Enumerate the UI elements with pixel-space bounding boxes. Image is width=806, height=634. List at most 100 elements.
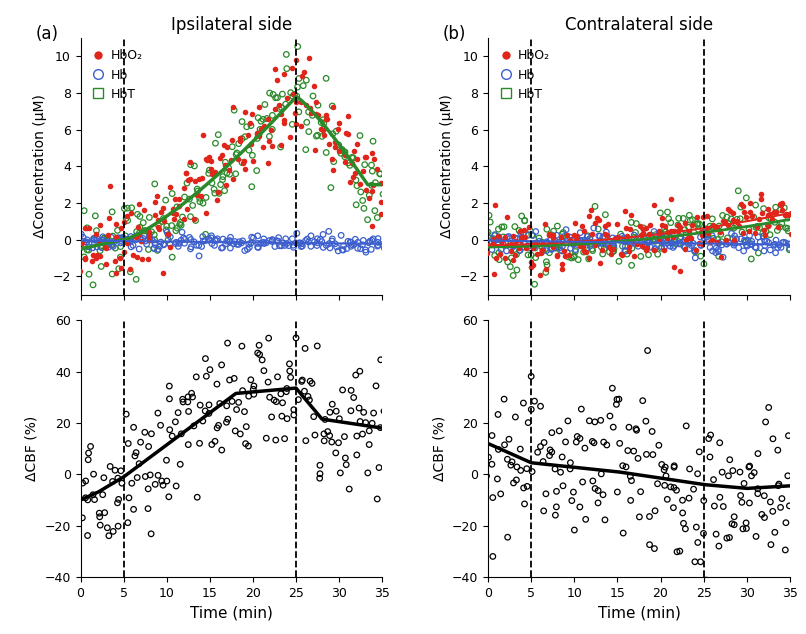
Point xyxy=(256,114,269,124)
Point xyxy=(284,366,297,376)
Point xyxy=(751,448,764,458)
Point xyxy=(668,240,681,250)
Point xyxy=(751,221,764,231)
Point xyxy=(134,233,147,243)
Point xyxy=(371,494,384,504)
Point xyxy=(152,215,164,225)
Point xyxy=(265,236,278,247)
Point xyxy=(752,248,765,258)
Point xyxy=(774,205,787,215)
Point xyxy=(600,238,613,249)
Point xyxy=(693,447,706,457)
Point xyxy=(99,243,112,253)
Point xyxy=(157,268,170,278)
Point xyxy=(174,217,187,228)
Point xyxy=(262,377,275,387)
Point xyxy=(135,254,148,264)
Point xyxy=(251,348,264,358)
Point xyxy=(754,237,767,247)
Point xyxy=(326,399,339,410)
Point xyxy=(162,235,175,245)
Point xyxy=(526,230,538,240)
Point xyxy=(288,108,301,118)
Point xyxy=(363,190,376,200)
Point xyxy=(636,242,649,252)
Point xyxy=(301,391,314,401)
Point xyxy=(344,241,357,251)
Point xyxy=(646,236,659,246)
Point xyxy=(607,244,620,254)
Point xyxy=(652,230,665,240)
Point xyxy=(716,467,729,477)
Point xyxy=(759,230,772,240)
Point xyxy=(507,254,520,264)
Point xyxy=(193,438,206,448)
Point xyxy=(577,240,590,250)
Point xyxy=(709,529,722,540)
Point xyxy=(637,223,650,233)
Point xyxy=(493,249,506,259)
Point xyxy=(711,237,724,247)
Point xyxy=(268,395,280,405)
Point xyxy=(608,243,621,254)
Point xyxy=(215,445,228,455)
Point xyxy=(322,238,335,249)
Point xyxy=(114,466,127,476)
Point xyxy=(105,232,118,242)
Point xyxy=(199,406,212,416)
Point xyxy=(494,489,507,499)
Point xyxy=(340,460,353,470)
Point xyxy=(243,119,256,129)
Point xyxy=(697,228,710,238)
Point xyxy=(598,229,611,239)
Point xyxy=(777,237,790,247)
Point xyxy=(762,403,775,413)
Point xyxy=(306,91,319,101)
Point xyxy=(664,193,677,204)
Point xyxy=(372,233,384,243)
Point xyxy=(244,375,257,385)
Point xyxy=(599,210,612,220)
Point xyxy=(642,238,655,248)
Point xyxy=(521,463,534,474)
Point xyxy=(782,430,795,441)
Point xyxy=(480,228,493,238)
Point xyxy=(160,476,173,486)
Point xyxy=(500,246,513,256)
Point xyxy=(93,238,106,248)
Point xyxy=(256,142,269,152)
Point xyxy=(91,250,104,261)
Point xyxy=(226,141,239,152)
Point xyxy=(102,531,115,541)
Point xyxy=(662,238,675,248)
Point xyxy=(682,235,695,245)
Point xyxy=(513,243,526,253)
Point xyxy=(85,256,98,266)
Y-axis label: ΔCBF (%): ΔCBF (%) xyxy=(432,416,447,481)
Point xyxy=(485,236,498,247)
Point xyxy=(81,235,93,245)
Point xyxy=(712,247,725,257)
Point xyxy=(625,210,638,220)
Point xyxy=(641,243,654,253)
Point xyxy=(330,126,343,136)
Point xyxy=(570,437,583,447)
Point xyxy=(206,238,218,249)
Point xyxy=(359,152,372,162)
Point xyxy=(775,218,788,228)
Point xyxy=(275,139,288,150)
Point xyxy=(148,197,161,207)
Point xyxy=(185,160,197,170)
Point xyxy=(727,238,740,249)
Point xyxy=(781,470,794,481)
Point xyxy=(152,470,164,481)
Point xyxy=(636,396,649,406)
Point xyxy=(342,129,355,139)
Point xyxy=(297,81,310,91)
Point xyxy=(217,172,230,182)
Point xyxy=(295,242,308,252)
Point xyxy=(75,238,88,248)
Point xyxy=(599,221,612,231)
Point xyxy=(286,63,299,73)
Point xyxy=(755,509,768,519)
